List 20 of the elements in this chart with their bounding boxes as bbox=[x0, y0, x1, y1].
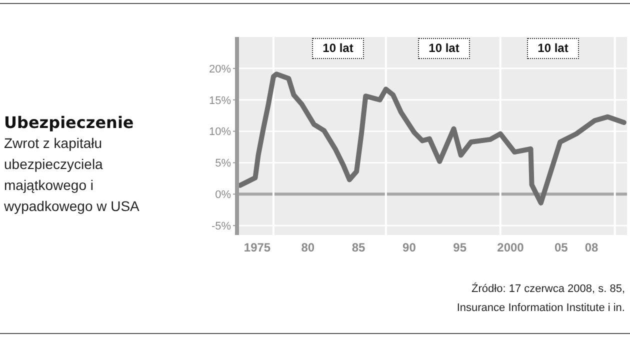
annotation: 10 lat bbox=[527, 38, 579, 59]
x-tick-label: 95 bbox=[453, 240, 467, 255]
annotation: 10 lat bbox=[312, 38, 364, 59]
x-tick-label: 08 bbox=[584, 240, 599, 255]
x-tick-label: 85 bbox=[352, 240, 366, 255]
x-tick-label: 1975 bbox=[244, 240, 271, 255]
x-tick-label: 05 bbox=[554, 240, 568, 255]
x-tick-label: 2000 bbox=[497, 240, 524, 255]
text: Zwrot z kapitału ubezpieczyciela majątkowego i wypadkowego w USA bbox=[4, 134, 140, 216]
y-tick-label: 20% bbox=[208, 63, 232, 76]
y-tick-label: 5% bbox=[215, 158, 232, 170]
text: Źródło: 17 czerwca 2008, s. 85, Insurance Information Institute i in. bbox=[456, 282, 625, 316]
x-tick-label: 80 bbox=[301, 240, 315, 255]
x-tick-label: 90 bbox=[402, 240, 416, 255]
y-tick-label: 15% bbox=[208, 94, 232, 107]
y-tick-label: 10% bbox=[208, 126, 232, 138]
y-tick-label: -5% bbox=[211, 220, 232, 232]
y-tick-label: 0% bbox=[215, 189, 232, 202]
annotation: 10 lat bbox=[418, 38, 470, 59]
text: Ubezpieczenie bbox=[4, 113, 135, 132]
